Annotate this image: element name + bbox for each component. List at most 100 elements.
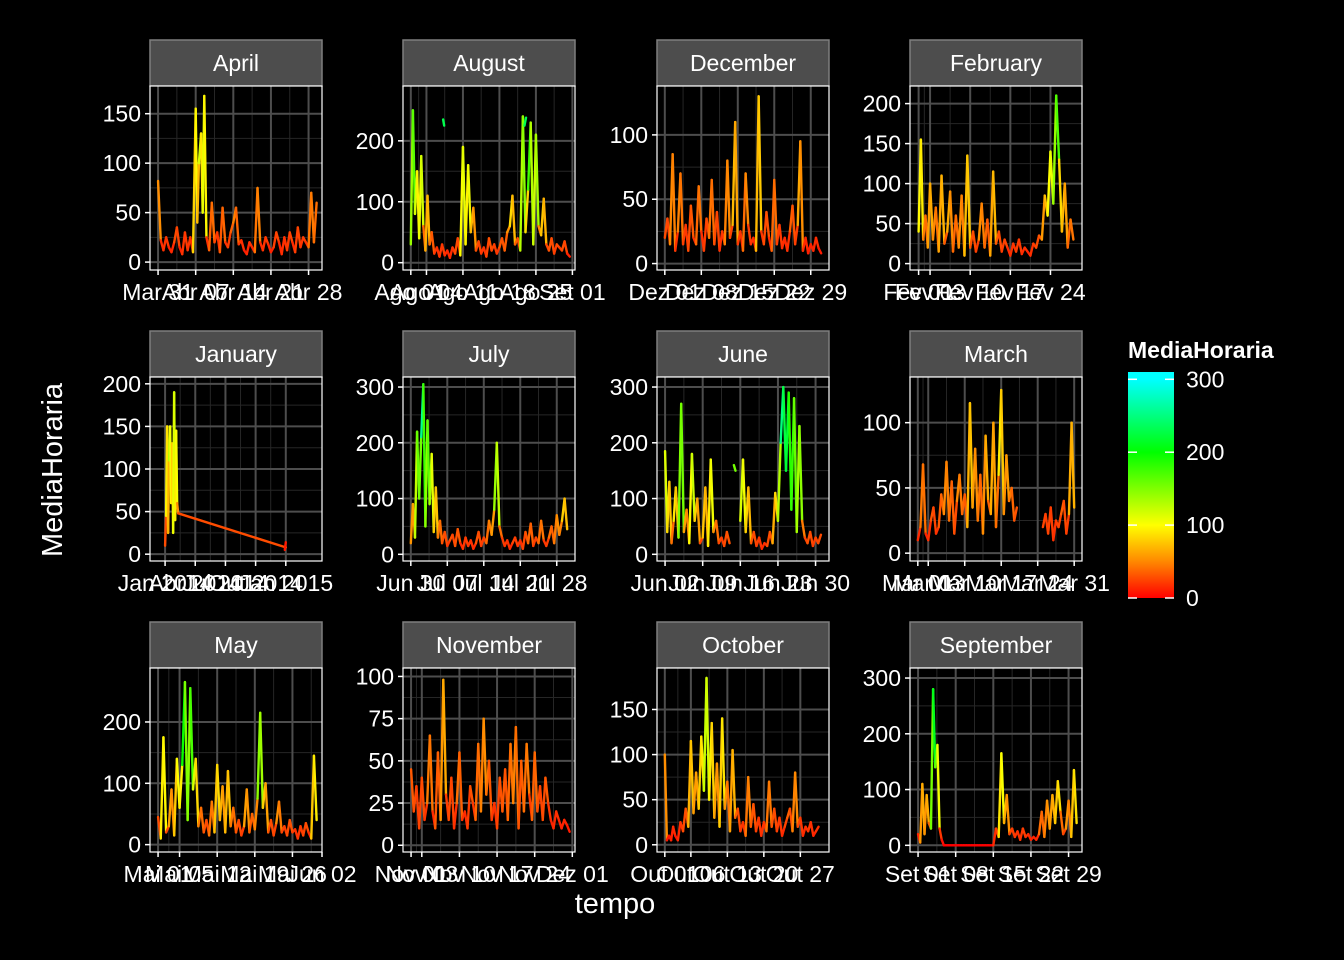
line-segment <box>726 159 732 240</box>
line-segment <box>258 711 265 810</box>
series-line <box>663 402 731 548</box>
line-segment <box>736 807 742 833</box>
line-segment <box>992 827 998 847</box>
panel-border <box>149 85 323 271</box>
strip-june <box>656 330 830 378</box>
x-tick-label: Dez 08 <box>665 279 738 305</box>
line-segment <box>814 236 820 250</box>
line-segment <box>757 95 763 233</box>
x-tick-label: Mar 17 <box>965 570 1037 596</box>
line-segment <box>980 202 986 249</box>
line-segment <box>991 170 998 245</box>
x-tick-label: Dez 15 <box>701 279 774 305</box>
data-series <box>663 385 823 550</box>
line-segment <box>776 441 782 523</box>
y-tick-label: 150 <box>103 413 141 439</box>
line-segment <box>1000 752 1006 825</box>
strip-label: November <box>436 632 542 658</box>
x-tick-label: Nov 01 <box>375 861 448 887</box>
line-segment <box>1029 242 1035 257</box>
line-segment <box>921 463 927 535</box>
x-tick-label: Dez 01 <box>536 861 609 887</box>
strip-label: June <box>718 341 768 367</box>
line-segment <box>728 223 734 240</box>
line-segment <box>498 525 504 539</box>
line-segment <box>426 194 431 246</box>
line-segment <box>452 801 458 830</box>
line-segment <box>931 687 937 769</box>
line-segment <box>1034 234 1041 249</box>
line-segment <box>1000 388 1006 516</box>
strip-label: February <box>950 50 1043 76</box>
line-segment <box>994 473 1000 529</box>
y-tick-label: 100 <box>863 777 901 803</box>
line-segment <box>663 753 669 842</box>
x-tick-label: Nov 10 <box>423 861 496 887</box>
x-tick-label: Set 15 <box>960 861 1027 887</box>
line-segment <box>1010 486 1016 522</box>
y-axis: 0 50 100 150 <box>103 101 150 275</box>
line-segment <box>958 473 964 516</box>
y-tick-label: 50 <box>875 475 901 501</box>
line-segment <box>966 154 972 249</box>
line-segment <box>800 519 807 539</box>
line-segment <box>175 226 181 249</box>
line-segment <box>288 818 294 834</box>
line-segment <box>232 806 238 834</box>
x-tick-label: Set 29 <box>1035 861 1102 887</box>
line-segment <box>296 226 302 249</box>
line-segment <box>256 186 262 244</box>
line-segment <box>1056 779 1062 814</box>
series-line <box>916 388 1019 542</box>
line-segment <box>798 424 804 523</box>
panel-border <box>909 85 1083 271</box>
line-segment <box>697 185 703 233</box>
line-segment <box>1052 519 1058 542</box>
line-segment <box>503 231 509 252</box>
line-segment <box>948 190 955 253</box>
grid <box>910 668 1082 852</box>
y-axis: 0 100 200 300 <box>610 374 657 567</box>
line-segment <box>565 252 571 258</box>
line-segment <box>679 172 685 246</box>
series-line <box>916 687 1078 847</box>
y-tick-label: 300 <box>610 374 648 400</box>
line-segment <box>272 821 278 837</box>
y-tick-label: 100 <box>610 486 648 512</box>
strip-march <box>909 330 1083 378</box>
line-segment <box>932 506 938 535</box>
y-tick-label: 200 <box>863 91 901 117</box>
line-segment <box>1003 238 1009 249</box>
line-segment <box>916 525 922 542</box>
series-line <box>283 541 287 552</box>
x-tick-label: Jun 30 <box>376 570 445 596</box>
x-tick-label: Mai 19 <box>220 861 289 887</box>
strip-label: April <box>213 50 259 76</box>
line-segment <box>744 172 750 227</box>
line-segment <box>817 246 823 255</box>
y-tick-label: 0 <box>888 540 901 566</box>
series-line <box>409 678 571 833</box>
x-tick-label: Mar 03 <box>892 570 964 596</box>
line-segment <box>563 240 569 255</box>
line-segment <box>1072 768 1078 825</box>
strip-february <box>909 39 1083 87</box>
y-tick-label: 100 <box>356 189 394 215</box>
line-segment <box>1052 94 1058 205</box>
x-tick-label: Mar 01 <box>882 570 954 596</box>
line-segment <box>495 441 501 528</box>
y-axis: 0 100 200 300 <box>863 665 910 858</box>
y-tick-label: 100 <box>356 663 394 689</box>
line-segment <box>288 231 294 244</box>
y-tick-label: 50 <box>368 748 394 774</box>
line-segment <box>240 239 246 252</box>
line-segment <box>441 118 446 127</box>
x-tick-label: Ago 18 <box>463 279 536 305</box>
line-segment <box>817 533 823 545</box>
line-segment <box>671 152 677 252</box>
